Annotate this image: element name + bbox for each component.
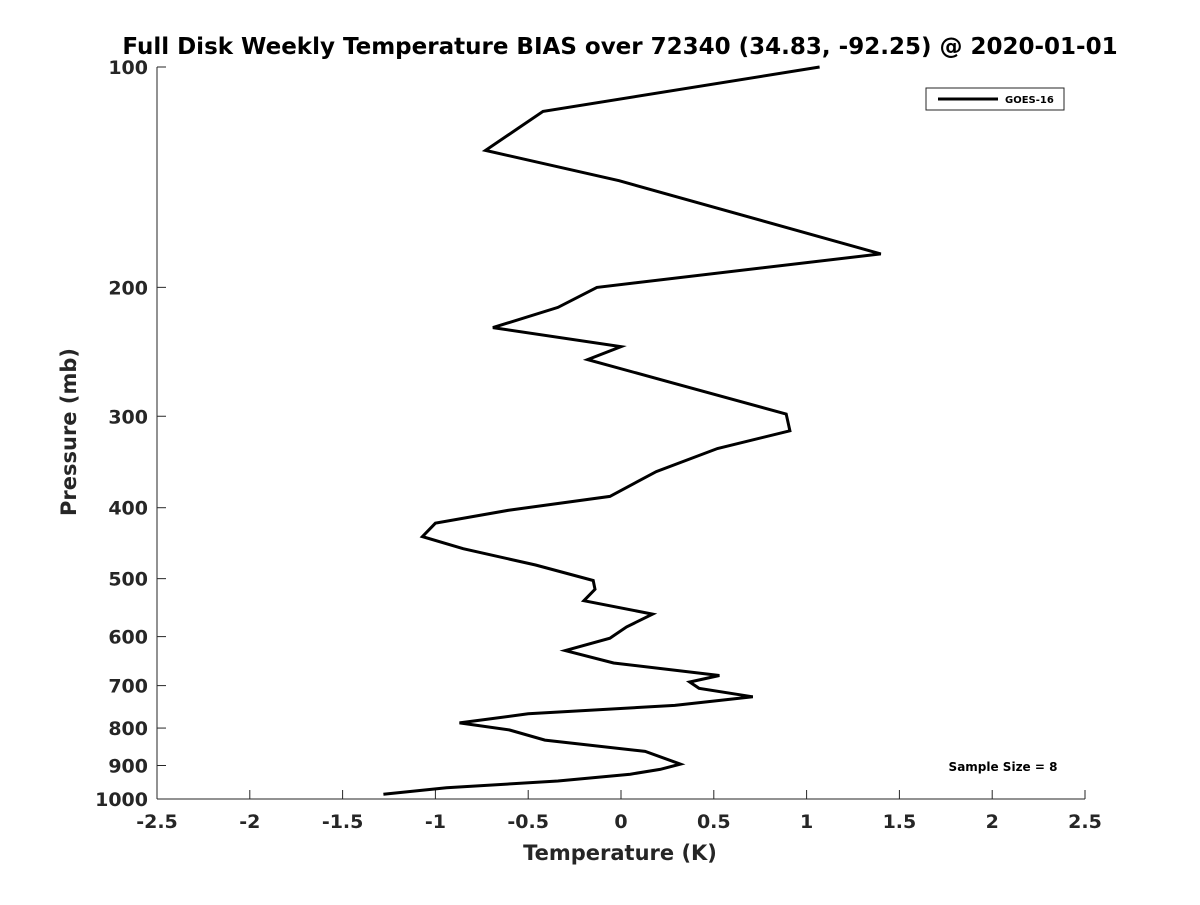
y-tick-label: 400 <box>108 498 148 520</box>
x-tick-label: -1 <box>425 811 446 833</box>
x-tick-label: 1.5 <box>883 811 917 833</box>
y-tick-label: 100 <box>108 57 148 79</box>
y-tick-label: 900 <box>108 756 148 778</box>
x-tick-label: 2.5 <box>1068 811 1102 833</box>
x-tick-label: -2 <box>239 811 260 833</box>
legend-label: GOES-16 <box>1005 95 1054 106</box>
y-tick-label: 700 <box>108 676 148 698</box>
y-tick-label: 800 <box>108 718 148 740</box>
x-axis-label: Temperature (K) <box>523 841 717 865</box>
sample-size-annotation: Sample Size = 8 <box>949 760 1058 774</box>
chart-title: Full Disk Weekly Temperature BIAS over 7… <box>122 34 1117 60</box>
series-line-goes-16 <box>383 65 882 796</box>
legend: GOES-16 <box>925 87 1065 111</box>
x-tick-label: 0.5 <box>697 811 731 833</box>
x-tick-label: -2.5 <box>136 811 178 833</box>
y-tick-label: 300 <box>108 406 148 428</box>
x-tick-label: 0 <box>614 811 627 833</box>
x-tick-label: -0.5 <box>507 811 549 833</box>
y-tick-label: 600 <box>108 627 148 649</box>
x-tick-label: 1 <box>800 811 813 833</box>
series-layer <box>383 65 882 796</box>
x-tick-label: 2 <box>986 811 999 833</box>
y-axis-label: Pressure (mb) <box>57 348 81 516</box>
y-tick-label: 1000 <box>95 789 148 811</box>
axes <box>156 67 1085 800</box>
x-tick-label: -1.5 <box>322 811 364 833</box>
ticks: -2.5 -2 -1.5 -1 -0.5 0 0.5 1 1.5 2 2.5 100 200 300 400… <box>95 57 1102 833</box>
y-tick-label: 200 <box>108 277 148 299</box>
y-tick-label: 500 <box>108 569 148 591</box>
